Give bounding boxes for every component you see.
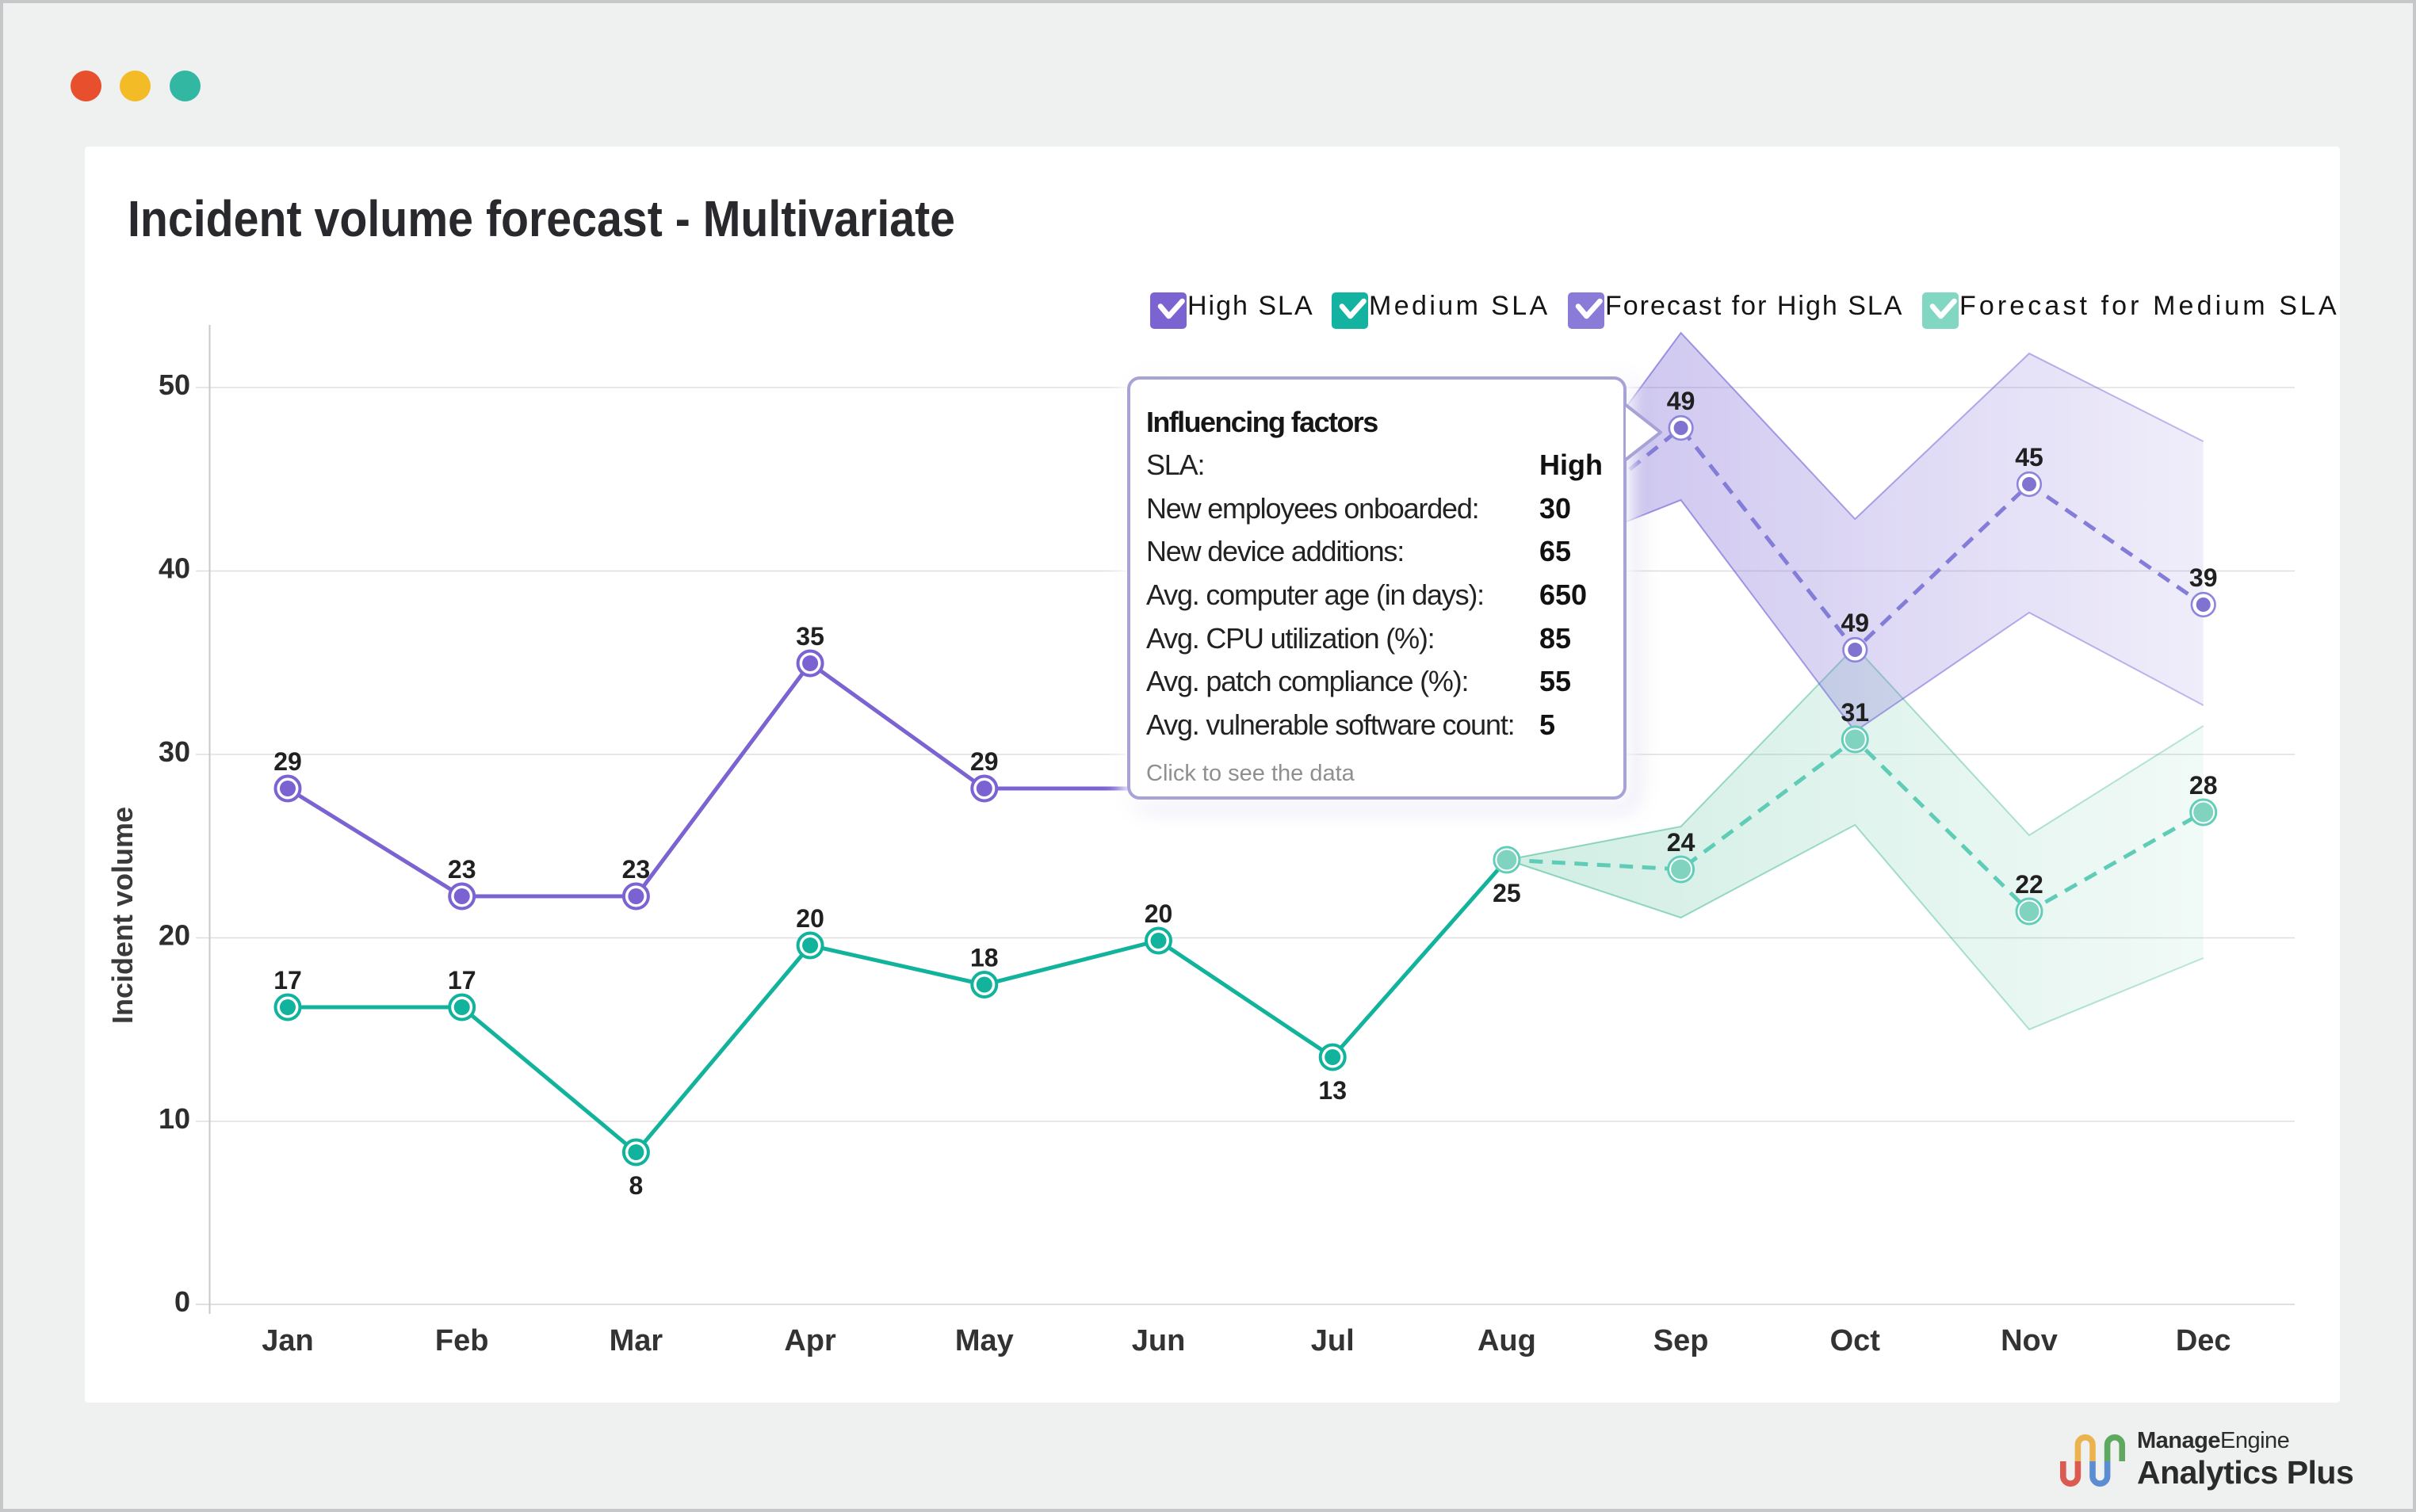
svg-text:20: 20 — [159, 919, 190, 952]
svg-text:23: 23 — [448, 855, 476, 884]
svg-text:Jun: Jun — [1132, 1324, 1186, 1357]
svg-text:Nov: Nov — [2001, 1324, 2058, 1357]
svg-text:Jan: Jan — [262, 1324, 313, 1357]
svg-text:17: 17 — [448, 966, 476, 995]
svg-text:20: 20 — [1145, 899, 1173, 928]
svg-text:13: 13 — [1318, 1076, 1347, 1105]
svg-text:25: 25 — [1493, 879, 1521, 907]
svg-text:49: 49 — [1667, 387, 1695, 415]
svg-text:0: 0 — [174, 1285, 190, 1318]
svg-text:Oct: Oct — [1830, 1324, 1881, 1357]
svg-text:Incident volume: Incident volume — [106, 807, 139, 1024]
svg-text:28: 28 — [2189, 771, 2218, 800]
svg-text:17: 17 — [273, 966, 302, 995]
svg-text:24: 24 — [1667, 828, 1695, 857]
svg-text:Aug: Aug — [1478, 1324, 1536, 1357]
svg-text:22: 22 — [2015, 870, 2043, 899]
svg-text:Sep: Sep — [1653, 1324, 1709, 1357]
svg-text:10: 10 — [159, 1102, 190, 1135]
svg-text:18: 18 — [970, 944, 999, 972]
svg-text:50: 50 — [159, 368, 190, 401]
svg-text:35: 35 — [796, 622, 824, 651]
svg-text:May: May — [955, 1324, 1014, 1357]
svg-text:20: 20 — [796, 904, 824, 933]
svg-text:Apr: Apr — [784, 1324, 836, 1357]
svg-text:Mar: Mar — [610, 1324, 663, 1357]
svg-text:Feb: Feb — [435, 1324, 489, 1357]
svg-text:29: 29 — [273, 747, 302, 776]
svg-text:29: 29 — [970, 747, 999, 776]
svg-text:8: 8 — [629, 1171, 644, 1200]
svg-text:30: 30 — [159, 735, 190, 768]
svg-text:49: 49 — [1841, 609, 1870, 637]
svg-text:Dec: Dec — [2176, 1324, 2231, 1357]
svg-text:31: 31 — [1841, 698, 1870, 727]
svg-text:45: 45 — [2015, 443, 2043, 472]
svg-text:23: 23 — [622, 855, 651, 884]
svg-text:Jul: Jul — [1311, 1324, 1355, 1357]
svg-text:40: 40 — [159, 552, 190, 585]
svg-text:39: 39 — [2189, 563, 2218, 592]
